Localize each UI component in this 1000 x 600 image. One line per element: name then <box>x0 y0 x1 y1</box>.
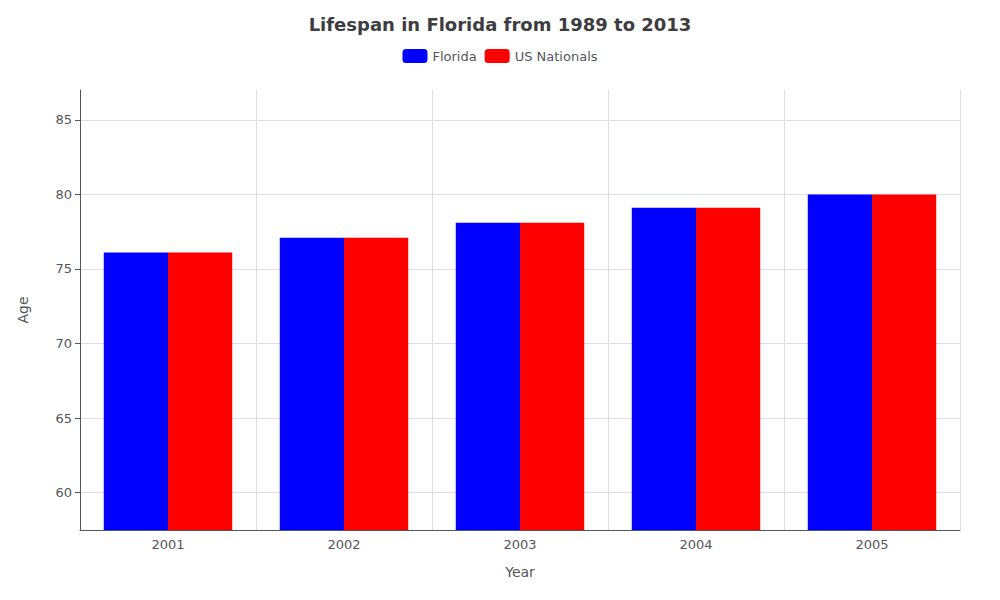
svg-text:70: 70 <box>55 336 72 351</box>
svg-text:80: 80 <box>55 187 72 202</box>
svg-text:2004: 2004 <box>679 537 712 552</box>
svg-text:2002: 2002 <box>327 537 360 552</box>
svg-text:60: 60 <box>55 485 72 500</box>
svg-text:2003: 2003 <box>503 537 536 552</box>
svg-text:2001: 2001 <box>151 537 184 552</box>
svg-text:Year: Year <box>504 564 535 580</box>
svg-text:Lifespan in Florida from 1989: Lifespan in Florida from 1989 to 2013 <box>309 14 692 35</box>
svg-text:65: 65 <box>55 411 72 426</box>
svg-text:2005: 2005 <box>855 537 888 552</box>
svg-text:US Nationals: US Nationals <box>515 49 598 64</box>
svg-text:75: 75 <box>55 261 72 276</box>
svg-text:Age: Age <box>15 296 31 323</box>
svg-text:85: 85 <box>55 112 72 127</box>
svg-text:Florida: Florida <box>432 49 476 64</box>
